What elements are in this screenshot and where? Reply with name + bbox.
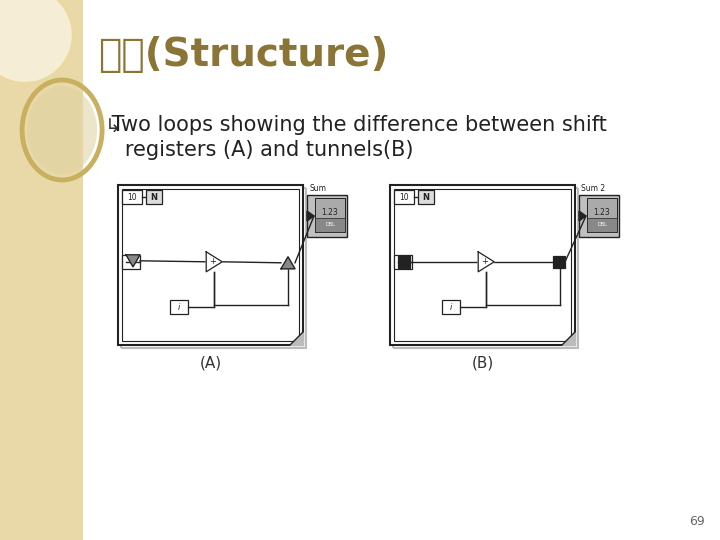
Text: (B): (B) xyxy=(472,355,494,370)
Text: DBL: DBL xyxy=(325,222,335,227)
Ellipse shape xyxy=(27,86,97,174)
Polygon shape xyxy=(307,211,314,221)
Text: (A): (A) xyxy=(199,355,222,370)
Text: i: i xyxy=(449,303,452,312)
Polygon shape xyxy=(206,252,222,272)
Text: 結構(Structure): 結構(Structure) xyxy=(98,36,388,74)
Polygon shape xyxy=(290,332,303,345)
Bar xyxy=(122,190,142,204)
Text: 10: 10 xyxy=(399,192,409,201)
Bar xyxy=(0,0,83,540)
Bar xyxy=(442,300,460,314)
Text: 1.23: 1.23 xyxy=(593,208,611,217)
Bar xyxy=(315,218,345,232)
Polygon shape xyxy=(478,252,494,272)
Text: registers (A) and tunnels(B): registers (A) and tunnels(B) xyxy=(105,140,413,160)
Bar xyxy=(120,187,305,347)
Bar xyxy=(553,256,565,268)
Bar xyxy=(587,198,617,232)
Bar xyxy=(118,185,303,345)
Bar xyxy=(390,185,575,345)
Circle shape xyxy=(0,0,73,83)
Bar xyxy=(121,188,306,348)
Bar xyxy=(122,189,299,341)
Polygon shape xyxy=(281,257,295,269)
Bar xyxy=(587,218,617,232)
Text: 10: 10 xyxy=(127,192,137,201)
Text: DBL: DBL xyxy=(597,222,607,227)
Text: +: + xyxy=(209,257,215,266)
Bar xyxy=(122,255,140,269)
Text: N: N xyxy=(150,192,158,201)
Text: +: + xyxy=(481,257,487,266)
Bar xyxy=(392,187,577,347)
Bar xyxy=(307,195,347,237)
Text: 1.23: 1.23 xyxy=(322,208,338,217)
Text: N: N xyxy=(423,192,430,201)
Text: i: i xyxy=(178,303,180,312)
Text: 0: 0 xyxy=(400,257,405,266)
Bar xyxy=(170,300,188,314)
Text: 0: 0 xyxy=(129,257,133,266)
Bar xyxy=(315,198,345,232)
Text: Sum 2: Sum 2 xyxy=(581,184,605,193)
Bar xyxy=(398,256,410,268)
Text: 69: 69 xyxy=(689,515,705,528)
Text: ↳: ↳ xyxy=(105,118,121,137)
Bar xyxy=(146,190,162,204)
Polygon shape xyxy=(126,255,140,267)
Polygon shape xyxy=(562,332,575,345)
Text: Sum: Sum xyxy=(309,184,326,193)
Bar xyxy=(418,190,434,204)
Bar xyxy=(393,188,578,348)
Bar xyxy=(394,189,571,341)
Text: Two loops showing the difference between shift: Two loops showing the difference between… xyxy=(105,115,607,135)
Polygon shape xyxy=(579,211,586,221)
Bar xyxy=(579,195,619,237)
Bar xyxy=(394,190,414,204)
Bar xyxy=(394,255,412,269)
